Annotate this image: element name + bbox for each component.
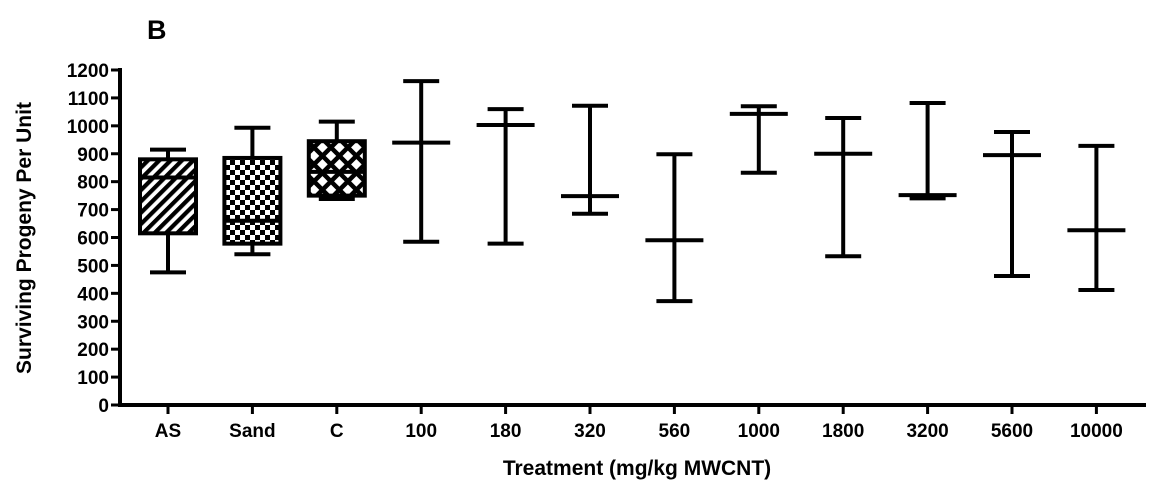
- y-tick-label: 500: [77, 256, 109, 277]
- box-1000: [729, 104, 788, 175]
- box-Sand: [222, 125, 283, 257]
- y-axis: 0 100 200 300 400 500 600 700 800 900 1000 1100 1200: [67, 61, 122, 417]
- y-tick-label: 700: [77, 201, 109, 222]
- y-tick-label: 900: [77, 145, 109, 166]
- box-1800: [814, 116, 873, 259]
- x-tick-label: 100: [405, 421, 437, 442]
- x-tick-label: 1800: [822, 421, 864, 442]
- x-tick-label: 180: [490, 421, 522, 442]
- box-560: [645, 152, 704, 304]
- x-tick-label: 1000: [738, 421, 780, 442]
- x-tick-label: AS: [155, 421, 181, 442]
- y-tick-label: 1200: [67, 61, 109, 82]
- y-tick-label: 800: [77, 173, 109, 194]
- box-5600: [983, 129, 1041, 279]
- x-tick-label: 560: [659, 421, 691, 442]
- x-tick-label: C: [330, 421, 344, 442]
- box-iqr: [222, 155, 283, 246]
- x-tick-label: Sand: [229, 421, 275, 442]
- box-10000: [1067, 143, 1126, 292]
- y-tick-label: 400: [77, 284, 109, 305]
- x-axis: AS Sand C 100 180 320 560 1000 1800 3200 5600 10000: [118, 403, 1146, 442]
- box-iqr: [306, 139, 367, 198]
- panel-label: B: [147, 15, 167, 45]
- x-tick-label: 5600: [991, 421, 1033, 442]
- y-tick-label: 200: [77, 340, 109, 361]
- x-tick-label: 320: [574, 421, 606, 442]
- y-tick-label: 1000: [67, 117, 109, 138]
- box-320: [561, 103, 619, 216]
- box-100: [392, 79, 451, 244]
- box-iqr: [138, 157, 198, 236]
- box-3200: [898, 100, 957, 201]
- y-tick-label: 600: [77, 229, 109, 250]
- box-AS: [138, 147, 198, 275]
- y-tick-label: 300: [77, 312, 109, 333]
- x-axis-title: Treatment (mg/kg MWCNT): [503, 457, 771, 480]
- plot-area: [138, 79, 1126, 304]
- y-axis-title: Surviving Progeny Per Unit: [13, 102, 36, 374]
- x-tick-label: 3200: [906, 421, 948, 442]
- y-tick-label: 1100: [68, 89, 109, 110]
- box-180: [476, 107, 535, 246]
- box-C: [306, 119, 367, 201]
- y-tick-label: 0: [98, 396, 109, 417]
- x-tick-label: 10000: [1070, 421, 1123, 442]
- y-tick-label: 100: [77, 368, 109, 389]
